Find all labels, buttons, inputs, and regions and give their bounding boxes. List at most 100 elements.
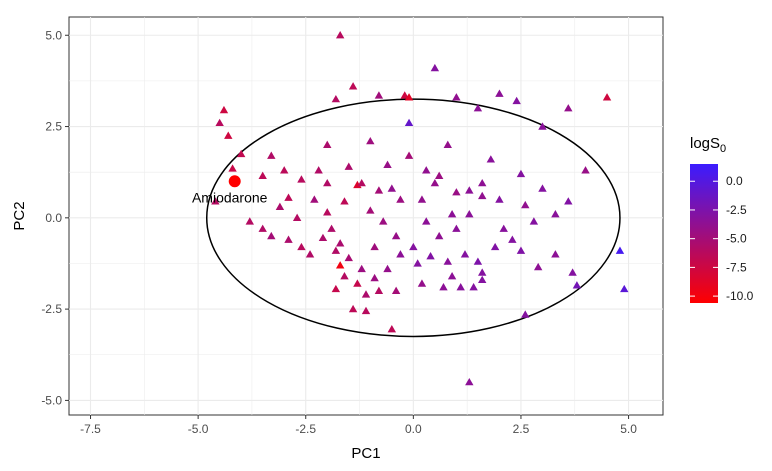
data-point — [430, 63, 440, 72]
data-point — [469, 283, 478, 291]
x-tick-label: 2.5 — [513, 422, 530, 436]
data-point — [374, 186, 384, 194]
data-point — [219, 105, 229, 114]
data-point — [335, 261, 345, 269]
data-point — [370, 273, 379, 282]
data-points — [211, 31, 629, 386]
data-point — [245, 217, 254, 225]
data-point — [211, 197, 220, 205]
data-point — [323, 178, 332, 187]
data-point — [224, 131, 233, 139]
data-point — [538, 122, 547, 130]
data-point — [344, 253, 353, 262]
data-point — [409, 242, 418, 251]
data-point — [383, 264, 392, 273]
data-point — [581, 166, 590, 174]
data-point — [340, 272, 349, 280]
data-point — [478, 268, 487, 276]
data-point — [267, 231, 276, 240]
data-point — [318, 233, 328, 242]
data-point — [275, 202, 285, 211]
data-point — [228, 164, 237, 172]
data-point — [327, 224, 336, 232]
data-point — [516, 246, 526, 254]
data-point — [413, 259, 422, 267]
data-point — [417, 279, 427, 287]
data-point — [499, 224, 508, 232]
data-point — [357, 264, 366, 273]
data-point — [426, 251, 435, 260]
x-tick-label: 5.0 — [620, 422, 637, 436]
data-point — [353, 279, 362, 287]
data-point — [443, 257, 452, 265]
data-point — [521, 310, 530, 318]
data-point — [400, 91, 409, 99]
data-point — [422, 166, 431, 174]
data-point — [516, 169, 526, 178]
data-point — [305, 250, 315, 258]
data-point — [215, 118, 224, 127]
highlight-point — [228, 175, 241, 188]
data-point — [430, 178, 440, 187]
data-point — [404, 118, 414, 127]
data-point — [495, 89, 504, 97]
data-point — [486, 155, 496, 163]
data-point — [452, 188, 461, 196]
data-point — [620, 284, 629, 293]
y-tick-label: 2.5 — [45, 120, 62, 134]
data-point — [391, 231, 401, 240]
data-point — [284, 235, 293, 243]
data-point — [370, 242, 379, 251]
x-tick-label: -7.5 — [80, 422, 101, 436]
data-point — [374, 286, 384, 295]
data-point — [374, 91, 384, 99]
data-point — [387, 184, 397, 192]
color-legend: logS0 0.0 -2.5 -5.0 -7.5 -10.0 — [690, 135, 754, 303]
plot-panel — [68, 16, 664, 416]
data-point — [396, 195, 405, 203]
legend-tick-label: -10.0 — [726, 289, 754, 303]
data-point — [383, 160, 392, 169]
data-point — [443, 140, 452, 148]
data-point — [258, 224, 267, 232]
data-point — [348, 304, 358, 313]
legend-title-main: logS — [690, 135, 720, 152]
data-point — [297, 242, 306, 251]
data-point — [361, 306, 371, 315]
data-point — [434, 231, 444, 240]
data-point — [473, 104, 483, 112]
x-tick-label: -5.0 — [188, 422, 209, 436]
confidence-ellipse — [205, 98, 621, 338]
data-point — [391, 286, 401, 295]
data-point — [465, 186, 474, 194]
data-point — [490, 242, 500, 251]
data-point — [495, 195, 504, 203]
y-tick-label: 5.0 — [45, 28, 62, 42]
legend-tick-label: -2.5 — [726, 203, 747, 217]
data-point — [551, 209, 560, 218]
data-point — [512, 96, 521, 105]
y-tick-label: -5.0 — [41, 393, 62, 407]
data-point — [314, 166, 323, 174]
data-point — [284, 193, 293, 201]
data-point — [456, 283, 465, 291]
x-axis-title: PC1 — [351, 445, 380, 462]
data-point — [564, 197, 573, 205]
data-point — [572, 281, 582, 289]
data-point — [297, 175, 306, 183]
data-point — [615, 246, 625, 254]
data-point — [533, 262, 543, 271]
y-axis: -5.0 -2.5 0.0 2.5 5.0 — [41, 28, 69, 407]
data-point — [417, 195, 427, 203]
data-point — [357, 178, 366, 187]
data-point — [460, 250, 470, 258]
data-point — [478, 275, 487, 284]
highlight-label: Amiodarone — [192, 189, 268, 205]
data-point — [323, 140, 332, 148]
data-point — [331, 94, 341, 103]
x-tick-label: 0.0 — [405, 422, 422, 436]
data-point — [465, 209, 474, 218]
x-axis: -7.5 -5.0 -2.5 0.0 2.5 5.0 — [80, 415, 637, 436]
data-point — [323, 208, 332, 216]
data-point — [335, 239, 345, 247]
